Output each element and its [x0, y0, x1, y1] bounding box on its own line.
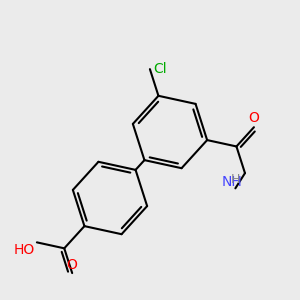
- Text: O: O: [248, 111, 260, 125]
- Text: H: H: [231, 173, 240, 186]
- Text: NH: NH: [221, 175, 242, 189]
- Text: Cl: Cl: [153, 62, 166, 76]
- Text: HO: HO: [14, 243, 35, 257]
- Text: O: O: [67, 258, 78, 272]
